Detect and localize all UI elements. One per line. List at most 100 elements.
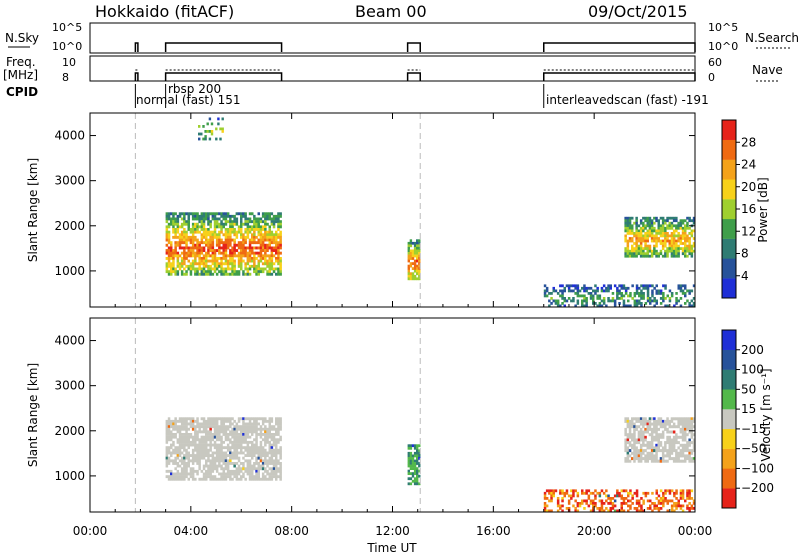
echo-cell — [270, 433, 274, 436]
echo-cell — [253, 425, 256, 429]
echo-cell — [257, 433, 260, 436]
echo-cell — [266, 243, 269, 247]
echo-cell — [409, 482, 413, 486]
echo-cell — [277, 251, 280, 255]
echo-cell — [235, 443, 239, 447]
echo-cell — [202, 235, 206, 239]
echo-cell — [279, 267, 282, 271]
echo-cell — [251, 220, 254, 224]
echo-cell — [657, 422, 660, 426]
echo-cell — [215, 425, 219, 429]
echo-cell — [644, 252, 647, 256]
echo-cell — [233, 451, 236, 455]
echo-cell — [226, 417, 230, 421]
echo-cell — [635, 244, 638, 248]
echo-cell — [222, 222, 225, 226]
echo-cell — [233, 246, 236, 250]
echo-cell — [231, 472, 234, 476]
echo-cell — [270, 264, 274, 268]
echo-cell — [679, 459, 683, 463]
echo-cell — [670, 509, 674, 513]
echo-cell — [220, 454, 223, 457]
echo-cell — [191, 417, 195, 421]
echo-cell — [246, 254, 250, 258]
echo-cell — [215, 249, 219, 252]
echo-cell — [409, 274, 413, 278]
echo-cell — [684, 234, 687, 238]
echo-cell — [224, 259, 228, 263]
echo-cell — [416, 244, 419, 248]
echo-cell — [275, 459, 278, 463]
echo-cell — [218, 246, 221, 250]
echo-cell — [215, 448, 219, 452]
echo-cell — [642, 422, 645, 426]
echo-cell — [668, 454, 671, 458]
echo-cell — [668, 489, 672, 493]
echo-cell — [255, 443, 258, 447]
echo-cell — [576, 284, 580, 288]
colorbar-swatch — [722, 159, 736, 180]
echo-cell — [646, 499, 650, 503]
nsky-panel-frame — [89, 22, 696, 54]
echo-cell — [235, 448, 239, 452]
echo-cell — [659, 226, 663, 230]
echo-cell — [684, 454, 687, 458]
echo-cell — [574, 489, 577, 493]
echo-cell — [213, 464, 217, 468]
echo-cell — [661, 254, 665, 258]
echo-cell — [644, 244, 647, 248]
echo-cell — [664, 232, 667, 235]
echo-cell — [686, 419, 689, 423]
echo-cell — [264, 469, 267, 473]
echo-cell — [275, 467, 278, 471]
echo-cell — [635, 239, 638, 243]
echo-cell — [543, 284, 547, 288]
echo-cell — [411, 257, 415, 260]
echo-cell — [672, 449, 676, 453]
echo-cell — [215, 257, 219, 260]
echo-cell — [218, 477, 221, 481]
echo-cell — [213, 222, 217, 226]
echo-cell — [237, 464, 241, 468]
echo-cell — [628, 419, 632, 423]
echo-cell — [231, 259, 234, 263]
echo-cell — [224, 233, 228, 237]
freq-window-trace — [543, 72, 696, 81]
echo-cell — [642, 419, 645, 423]
echo-cell — [640, 507, 643, 510]
echo-cell — [622, 502, 626, 505]
echo-cell — [172, 427, 175, 431]
echo-cell — [627, 294, 630, 298]
echo-cell — [670, 234, 674, 238]
echo-cell — [257, 228, 260, 231]
echo-cell — [624, 239, 627, 243]
echo-cell — [185, 438, 188, 442]
echo-cell — [220, 459, 223, 463]
echo-cell — [178, 425, 182, 429]
echo-cell — [677, 284, 680, 288]
echo-cell — [275, 267, 278, 271]
echo-cell — [653, 438, 656, 442]
echo-cell — [268, 225, 271, 229]
echo-cell — [191, 238, 195, 242]
echo-cell — [194, 435, 197, 439]
echo-cell — [639, 254, 643, 258]
echo-cell — [242, 438, 245, 442]
echo-cell — [194, 433, 197, 436]
echo-cell — [191, 448, 195, 452]
echo-cell — [561, 499, 564, 503]
echo-cell — [688, 419, 691, 423]
echo-cell — [261, 427, 265, 431]
echo-cell — [275, 446, 278, 450]
echo-cell — [202, 440, 206, 444]
echo-cell — [180, 238, 184, 242]
echo-cell — [653, 419, 656, 423]
echo-cell — [207, 233, 210, 237]
echo-cell — [563, 304, 566, 308]
echo-cell — [648, 446, 652, 450]
echo-cell — [668, 297, 672, 300]
echo-cell — [220, 264, 223, 268]
echo-cell — [413, 241, 417, 245]
echo-cell — [275, 257, 278, 260]
echo-cell — [229, 254, 232, 258]
